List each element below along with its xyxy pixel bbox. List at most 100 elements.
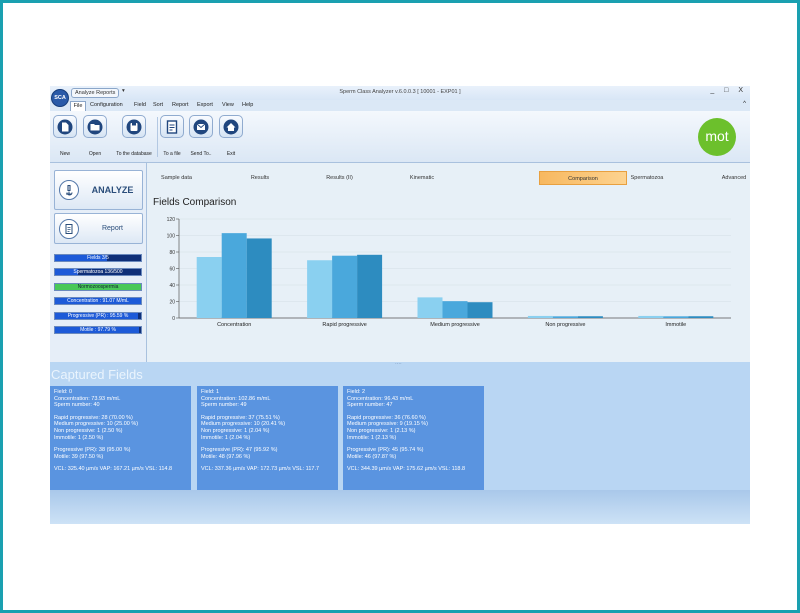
field-card-line: Rapid progressive: 36 (76.60 %) bbox=[347, 414, 426, 421]
to-database-button-label: To the database bbox=[116, 151, 152, 157]
tab-bar: Sample data Results Results (II) Kinemat… bbox=[147, 171, 750, 185]
analyze-label: ANALYZE bbox=[91, 185, 134, 195]
field-card-line: VCL: 337.36 µm/s VAP: 172.73 µm/s VSL: 1… bbox=[201, 466, 320, 473]
report-document-icon bbox=[59, 219, 79, 239]
report-button[interactable]: Report bbox=[54, 213, 143, 244]
tab-advanced[interactable]: Advanced bbox=[721, 175, 747, 181]
y-tick-label: 40 bbox=[169, 283, 175, 289]
field-card-line: Non progressive: 1 (2.50 %) bbox=[54, 427, 123, 434]
status-bar-text: Spermatozoa 136/500 bbox=[73, 269, 123, 275]
captured-fields-title: Captured Fields bbox=[51, 367, 143, 382]
field-card[interactable]: Field: 1 Concentration: 102.86 m/mL Sperm … bbox=[197, 386, 338, 490]
content-area: Sample data Results Results (II) Kinemat… bbox=[147, 163, 750, 362]
status-bar-fill bbox=[55, 298, 141, 304]
window-controls[interactable]: _ □ X bbox=[710, 87, 747, 94]
tab-kinematic[interactable]: Kinematic bbox=[409, 175, 435, 181]
field-card-line: Field: 1 bbox=[201, 389, 220, 395]
field-card-line: VCL: 344.39 µm/s VAP: 175.62 µm/s VSL: 1… bbox=[347, 466, 466, 473]
export-file-icon bbox=[160, 115, 184, 138]
send-mail-icon bbox=[189, 115, 213, 138]
tab-results[interactable]: Results bbox=[250, 175, 270, 181]
home-exit-icon bbox=[219, 115, 243, 138]
status-bar-fill bbox=[55, 313, 138, 319]
status-bar-text: Motile : 97.79 % bbox=[80, 327, 116, 333]
menu-configuration[interactable]: Configuration bbox=[90, 102, 123, 108]
field-card-line: Field: 2 bbox=[347, 389, 366, 395]
field-card-line: Progressive (PR): 38 (95.00 %) bbox=[54, 447, 131, 454]
open-button[interactable]: Open bbox=[83, 115, 107, 157]
quick-access-arrow[interactable]: ▾ bbox=[122, 88, 125, 94]
status-bar: Normozoospermia bbox=[54, 283, 142, 291]
chart-bar bbox=[552, 316, 578, 318]
menu-view[interactable]: View bbox=[222, 102, 234, 108]
chart-bar bbox=[307, 260, 333, 318]
save-database-icon bbox=[122, 115, 146, 138]
menu-file[interactable]: File bbox=[70, 101, 86, 111]
title-bar: Analyze Reports ▾ Sperm Class Analyzer v… bbox=[50, 86, 750, 100]
to-database-button[interactable]: To the database bbox=[112, 115, 156, 157]
y-tick-label: 20 bbox=[169, 300, 175, 306]
menu-bar: File Configuration Field Sort Report Exp… bbox=[50, 100, 750, 111]
report-label: Report bbox=[101, 225, 123, 232]
app-logo[interactable]: SCA bbox=[51, 89, 69, 107]
y-tick-label: 80 bbox=[169, 250, 175, 256]
exit-button-label: Exit bbox=[226, 151, 236, 157]
status-bar-fill bbox=[55, 269, 79, 275]
field-card[interactable]: Field: 0 Concentration: 73.93 m/mL Sperm n… bbox=[50, 386, 191, 490]
send-to-button-label: Send To.. bbox=[190, 151, 212, 157]
field-card-line: Medium progressive: 9 (19.15 %) bbox=[347, 421, 429, 428]
field-card-line: Progressive (PR): 45 (95.74 %) bbox=[347, 447, 424, 454]
open-button-label: Open bbox=[88, 151, 102, 157]
field-card-line: VCL: 325.40 µm/s VAP: 167.21 µm/s VSL: 1… bbox=[54, 466, 173, 473]
status-bar: Motile : 97.79 % bbox=[54, 326, 142, 334]
field-card-line: Immotile: 1 (2.13 %) bbox=[347, 434, 397, 441]
chart-bar bbox=[527, 315, 553, 318]
mot-brand-logo: mot bbox=[698, 118, 736, 156]
y-tick-label: 60 bbox=[169, 267, 175, 273]
tab-spermatozoa[interactable]: Spermatozoa bbox=[630, 175, 664, 181]
field-card-line: Rapid progressive: 37 (75.51 %) bbox=[201, 414, 280, 421]
new-button[interactable]: New bbox=[53, 115, 77, 157]
ribbon-separator bbox=[157, 117, 158, 157]
status-bar-fill bbox=[55, 327, 140, 333]
tab-results-ii[interactable]: Results (II) bbox=[326, 175, 353, 181]
chart-bar bbox=[577, 316, 603, 318]
field-card-line: Non progressive: 1 (2.13 %) bbox=[347, 427, 416, 434]
bottom-band bbox=[50, 490, 750, 524]
menu-help[interactable]: Help bbox=[242, 102, 254, 108]
field-card-line: Non progressive: 1 (2.04 %) bbox=[201, 427, 270, 434]
status-bar: Fields 3/5 bbox=[54, 254, 142, 262]
chart-bar bbox=[663, 316, 689, 318]
quick-access-tab[interactable]: Analyze Reports bbox=[71, 88, 120, 98]
field-card-line: Field: 0 bbox=[54, 389, 73, 395]
exit-button[interactable]: Exit bbox=[219, 115, 243, 157]
field-card-line: Sperm number: 40 bbox=[54, 402, 100, 409]
tab-comparison[interactable]: Comparison bbox=[539, 171, 627, 185]
menu-sort[interactable]: Sort bbox=[153, 102, 164, 108]
ribbon: New Open To the database To a file Send bbox=[50, 111, 750, 163]
status-bar-text: Fields 3/5 bbox=[87, 255, 109, 261]
field-card-line: Motile: 48 (97.96 %) bbox=[201, 453, 251, 460]
chart-bar bbox=[221, 233, 247, 318]
splitter-handle[interactable]: .... bbox=[395, 360, 402, 366]
menu-field[interactable]: Field bbox=[134, 102, 146, 108]
to-file-button[interactable]: To a file bbox=[160, 115, 184, 157]
menu-report[interactable]: Report bbox=[172, 102, 189, 108]
window-title: Sperm Class Analyzer v.6.0.0.3 [ 10001 -… bbox=[339, 89, 461, 95]
ribbon-collapse-icon[interactable]: ^ bbox=[743, 101, 746, 107]
menu-export[interactable]: Export bbox=[197, 102, 213, 108]
chart-bar bbox=[357, 254, 383, 318]
analyze-button[interactable]: ANALYZE bbox=[54, 170, 143, 210]
x-category-label: Concentration bbox=[217, 322, 251, 328]
tab-sample-data[interactable]: Sample data bbox=[161, 175, 192, 181]
field-card[interactable]: Field: 2 Concentration: 96.43 m/mL Sperm n… bbox=[343, 386, 484, 490]
send-to-button[interactable]: Send To.. bbox=[188, 115, 214, 157]
chart-bar bbox=[442, 301, 468, 318]
chart-bar bbox=[467, 302, 493, 318]
fields-comparison-title: Fields Comparison bbox=[153, 197, 237, 208]
left-panel: ANALYZE Report Fields 3/5 Spermatozoa 136… bbox=[50, 163, 147, 362]
x-category-label: Medium progressive bbox=[430, 322, 480, 328]
x-category-label: Non progressive bbox=[545, 322, 585, 328]
field-card-line: Medium progressive: 10 (20.41 %) bbox=[201, 421, 286, 428]
field-card-line: Motile: 46 (97.87 %) bbox=[347, 453, 397, 460]
